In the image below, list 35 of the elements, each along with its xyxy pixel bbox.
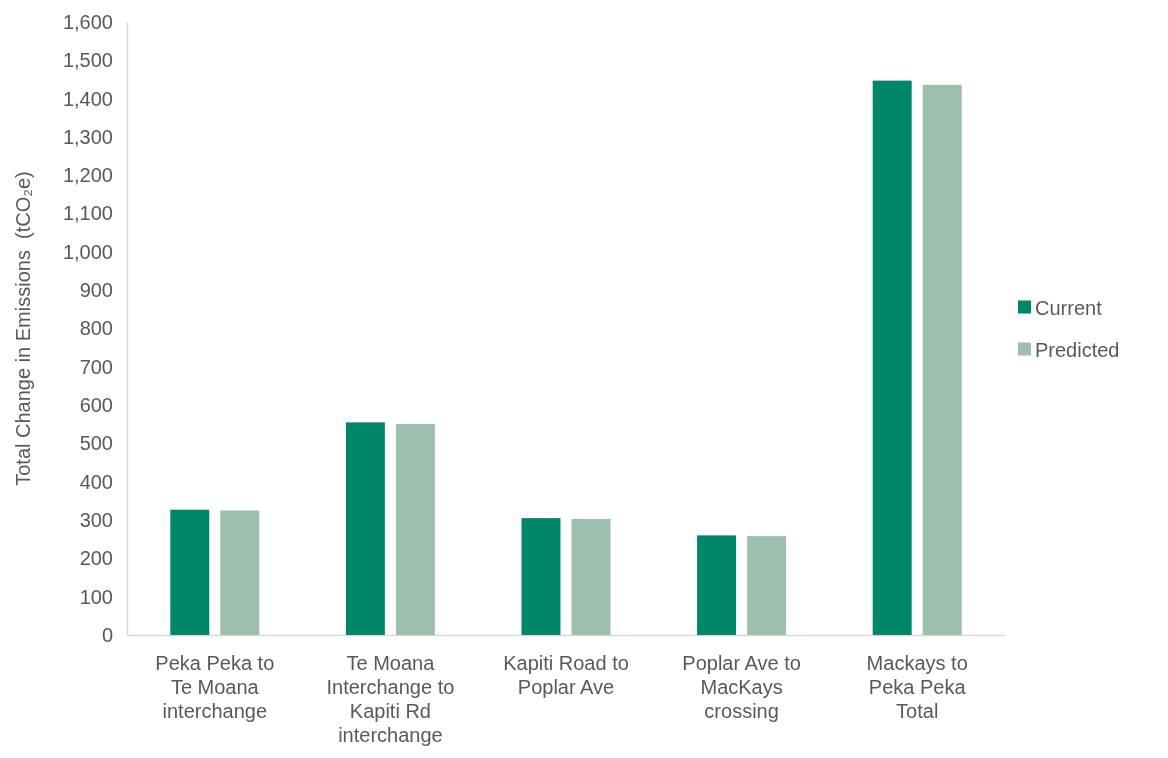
x-tick-label: Peka Peka to Te Moana interchange [155, 652, 275, 722]
y-tick-label: 900 [79, 279, 113, 302]
y-tick-label: 300 [79, 508, 113, 531]
y-tick-label: 800 [79, 317, 113, 340]
bar [345, 422, 385, 635]
bar [922, 84, 962, 635]
x-tick-label: Te Moana Interchange to Kapiti Rd interchange [326, 652, 455, 746]
bar [747, 536, 787, 635]
y-tick-label: 0 [101, 623, 113, 646]
y-tick-label: 600 [79, 394, 113, 417]
y-tick-label: 400 [79, 470, 113, 493]
bar [220, 510, 260, 635]
bar [571, 518, 611, 635]
bar [395, 423, 435, 635]
y-tick-label: 100 [79, 585, 113, 608]
bar [170, 509, 210, 635]
x-tick-label: Kapiti Road to Poplar Ave [503, 652, 629, 698]
legend-label: Current [1035, 296, 1103, 319]
y-tick-label: 1,500 [62, 49, 113, 72]
legend-label: Predicted [1035, 338, 1120, 361]
y-tick-label: 1,200 [62, 164, 113, 187]
y-tick-label: 1,600 [62, 10, 113, 33]
x-tick-label: Mackays to Peka Peka Total [866, 652, 968, 722]
y-tick-label: 1,100 [62, 202, 113, 225]
y-axis-title: Total Change in Emissions (tCO₂e) [12, 171, 34, 486]
bar [521, 518, 561, 635]
y-tick-label: 200 [79, 547, 113, 570]
y-tick-label: 700 [79, 355, 113, 378]
x-tick-label: Poplar Ave to MacKays crossing [682, 652, 801, 722]
y-tick-label: 1,300 [62, 125, 113, 148]
bar [697, 535, 737, 635]
y-tick-label: 1,400 [62, 87, 113, 110]
y-tick-label: 500 [79, 432, 113, 455]
bar [872, 80, 912, 635]
y-tick-label: 1,000 [62, 240, 113, 263]
